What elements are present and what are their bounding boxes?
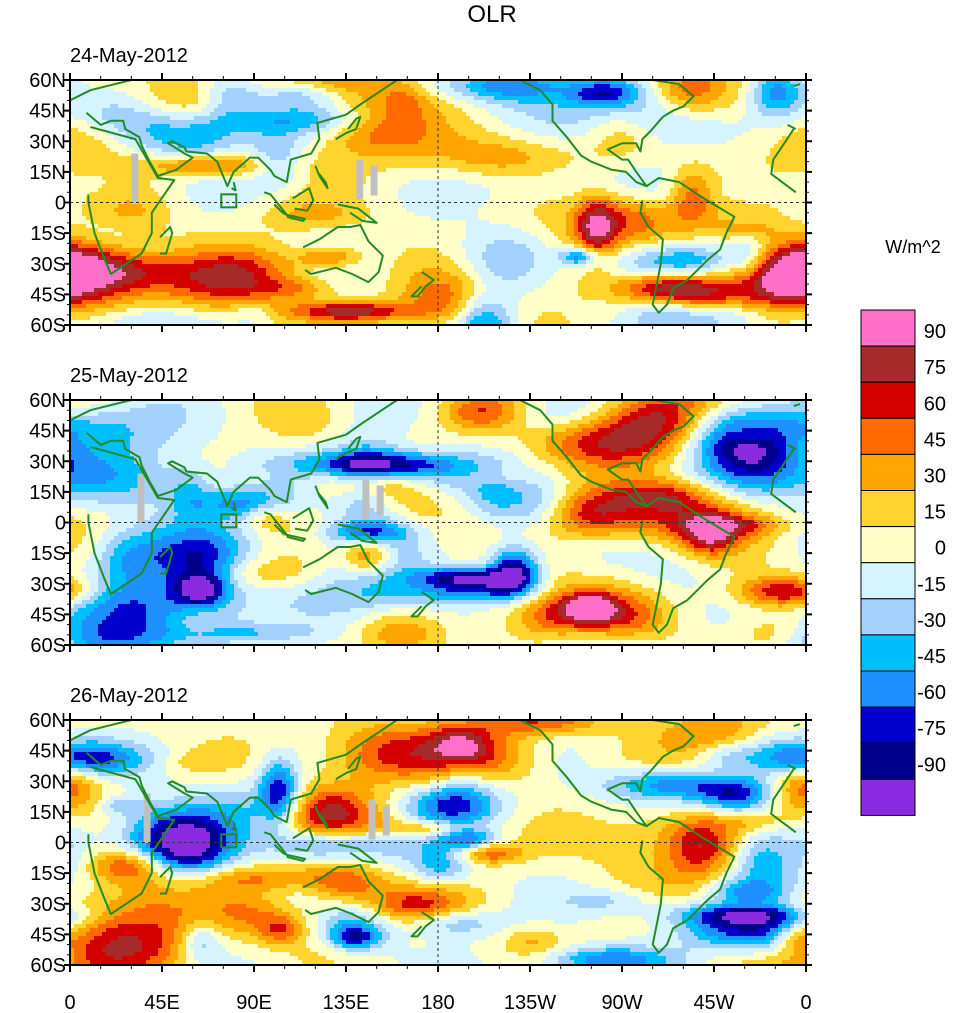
- panel-3-coastlines: [70, 720, 806, 965]
- lat-tick-label: 45N: [29, 421, 66, 443]
- colorbar-swatch: [860, 634, 916, 672]
- lat-tick-label: 60S: [30, 635, 66, 657]
- lat-tick-label: 30N: [29, 451, 66, 473]
- lat-tick-label: 60N: [29, 390, 66, 412]
- lat-tick-label: 0: [55, 193, 66, 215]
- panel-2-lat-axis: 60N 45N 30N 15N 0 15S 30S 45S 60S: [29, 390, 812, 657]
- lat-tick-label: 60S: [30, 955, 66, 977]
- colorbar-swatch: [860, 778, 916, 816]
- lat-tick-label: 60N: [29, 70, 66, 92]
- colorbar-label: -15: [917, 574, 946, 596]
- colorbar-swatch: [860, 417, 916, 455]
- lat-tick-label: 30N: [29, 131, 66, 153]
- lat-tick-label: 15S: [30, 543, 66, 565]
- figure-title: OLR: [467, 1, 516, 28]
- lat-tick-label: 45N: [29, 741, 66, 763]
- lon-tick-label: 180: [421, 992, 454, 1013]
- colorbar-swatch: [860, 381, 916, 419]
- lat-tick-label: 0: [55, 833, 66, 855]
- lat-tick-label: 45S: [30, 284, 66, 306]
- panel-1-olr-field: [70, 80, 806, 325]
- lat-tick-label: 30S: [30, 574, 66, 596]
- colorbar-swatch: [860, 562, 916, 600]
- colorbar-swatch: [860, 742, 916, 780]
- panel-3-date: 26-May-2012: [70, 685, 188, 707]
- lon-tick-label: 135E: [323, 992, 370, 1013]
- colorbar-label: -75: [917, 718, 946, 740]
- colorbar: W/m^2 90 75 60 45 30 15 0 -15 -30 -45 -60 -75 -90: [860, 237, 946, 816]
- longitude-axis: 0 45E 90E 135E 180 135W 90W 45W 0: [64, 992, 811, 1013]
- colorbar-label: 0: [935, 538, 946, 560]
- colorbar-label: -60: [917, 682, 946, 704]
- colorbar-swatch: [860, 598, 916, 636]
- panel-2: 25-May-2012 60N 45N 30N 15N 0 15S 30S 45S 60S: [29, 365, 812, 657]
- lat-tick-label: 45S: [30, 604, 66, 626]
- panel-2-olr-field: [70, 400, 806, 645]
- lat-tick-label: 15N: [29, 162, 66, 184]
- panel-3: 26-May-2012 60N 45N 30N 15N 0 15S 30S 45S 60S: [29, 685, 812, 977]
- lat-tick-label: 30S: [30, 894, 66, 916]
- lat-tick-label: 15N: [29, 802, 66, 824]
- panel-1: 24-May-2012 60N 45N 30N 15N 0 15S 30S 45S 60S: [29, 45, 812, 337]
- colorbar-label: -90: [917, 754, 946, 776]
- panel-1-coastlines: [70, 80, 806, 325]
- panel-1-date: 24-May-2012: [70, 45, 188, 67]
- colorbar-label: 15: [924, 502, 946, 524]
- lon-tick-label: 0: [64, 992, 75, 1013]
- lat-tick-label: 60S: [30, 315, 66, 337]
- colorbar-label: 30: [924, 466, 946, 488]
- lat-tick-label: 30N: [29, 771, 66, 793]
- colorbar-swatch: [860, 526, 916, 564]
- colorbar-label: 90: [924, 321, 946, 343]
- colorbar-swatch: [860, 453, 916, 491]
- colorbar-unit: W/m^2: [885, 237, 940, 257]
- lat-tick-label: 45S: [30, 924, 66, 946]
- lon-tick-label: 135W: [504, 992, 556, 1013]
- panel-3-lat-axis: 60N 45N 30N 15N 0 15S 30S 45S 60S: [29, 710, 812, 977]
- colorbar-label: 45: [924, 429, 946, 451]
- colorbar-label: 60: [924, 393, 946, 415]
- lon-tick-label: 45W: [693, 992, 734, 1013]
- lat-tick-label: 15S: [30, 223, 66, 245]
- colorbar-label: -30: [917, 610, 946, 632]
- lon-tick-label: 90W: [601, 992, 642, 1013]
- colorbar-swatch: [860, 706, 916, 744]
- panel-2-date: 25-May-2012: [70, 365, 188, 387]
- lon-tick-label: 0: [800, 992, 811, 1013]
- lat-tick-label: 45N: [29, 101, 66, 123]
- panel-1-lat-axis: 60N 45N 30N 15N 0 15S 30S 45S 60S: [29, 70, 812, 337]
- colorbar-swatch: [860, 670, 916, 708]
- colorbar-label: 75: [924, 357, 946, 379]
- lat-tick-label: 0: [55, 513, 66, 535]
- lon-tick-label: 45E: [144, 992, 180, 1013]
- lat-tick-label: 60N: [29, 710, 66, 732]
- lat-tick-label: 15N: [29, 482, 66, 504]
- lat-tick-label: 15S: [30, 863, 66, 885]
- lat-tick-label: 30S: [30, 254, 66, 276]
- colorbar-swatch: [860, 309, 916, 347]
- lon-tick-label: 90E: [236, 992, 272, 1013]
- colorbar-label: -45: [917, 646, 946, 668]
- colorbar-swatch: [860, 345, 916, 383]
- colorbar-swatch: [860, 490, 916, 528]
- panel-2-coastlines: [70, 400, 806, 645]
